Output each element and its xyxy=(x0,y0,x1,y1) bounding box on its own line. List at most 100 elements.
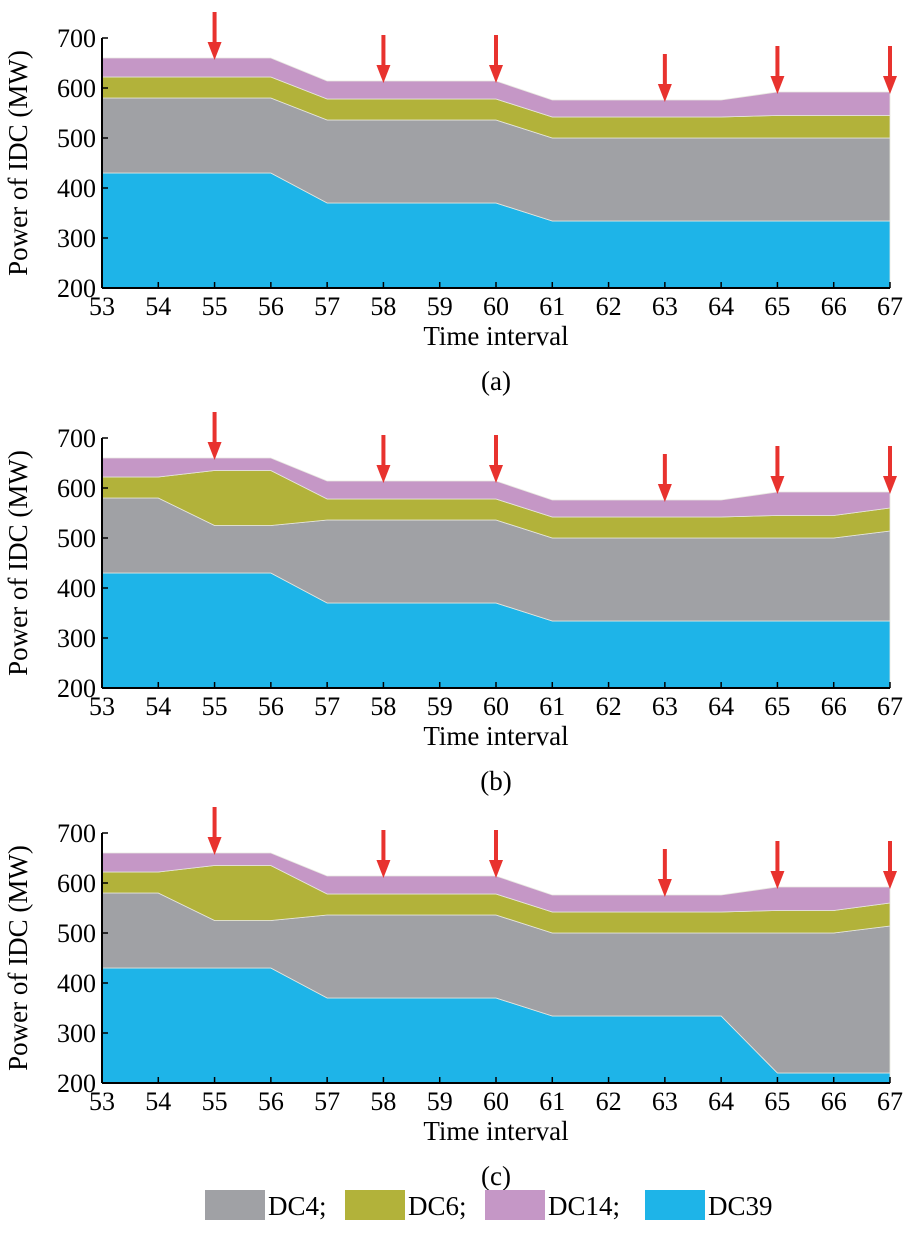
red-arrow-icon xyxy=(770,46,785,94)
arrow-head xyxy=(770,871,785,889)
x-tick-label: 57 xyxy=(314,292,340,321)
x-tick-label: 53 xyxy=(89,1087,115,1116)
x-tick-label: 57 xyxy=(314,692,340,721)
y-axis-title: Power of IDC (MW) xyxy=(3,50,33,276)
x-tick-label: 67 xyxy=(877,292,903,321)
arrow-head xyxy=(657,484,672,502)
subplot-caption: (b) xyxy=(480,766,511,796)
legend-label: DC6; xyxy=(408,1191,467,1221)
x-tick-label: 58 xyxy=(370,692,396,721)
arrow-head xyxy=(376,860,391,878)
y-tick-label: 200 xyxy=(57,274,96,303)
x-tick-label: 59 xyxy=(427,1087,453,1116)
y-tick-label: 600 xyxy=(57,869,96,898)
red-arrow-icon xyxy=(376,35,391,83)
red-arrow-icon xyxy=(376,435,391,483)
x-tick-label: 63 xyxy=(652,692,678,721)
y-tick-label: 300 xyxy=(57,224,96,253)
x-tick-label: 55 xyxy=(202,292,228,321)
x-tick-label: 54 xyxy=(145,692,171,721)
red-arrow-icon xyxy=(489,830,503,878)
y-tick-label: 600 xyxy=(57,74,96,103)
red-arrow-icon xyxy=(207,12,222,60)
arrow-head xyxy=(657,84,672,102)
subplot-a: 200 300 400 500 600 700 53 54 55 56 57 58 59 60 61 62 63… xyxy=(3,12,903,396)
x-tick-label: 59 xyxy=(427,692,453,721)
legend-swatch xyxy=(345,1190,405,1220)
legend-item-dc4: DC4; xyxy=(205,1190,327,1221)
x-tick-label: 61 xyxy=(539,692,565,721)
y-tick-label: 300 xyxy=(57,1019,96,1048)
x-tick-label: 57 xyxy=(314,1087,340,1116)
x-tick-label: 62 xyxy=(596,1087,622,1116)
arrow-head xyxy=(207,837,222,855)
y-axis-title: Power of IDC (MW) xyxy=(3,450,33,676)
arrow-head xyxy=(489,860,503,878)
x-tick-label: 63 xyxy=(652,1087,678,1116)
x-tick-label: 53 xyxy=(89,692,115,721)
x-tick-label: 64 xyxy=(708,292,734,321)
x-tick-label: 65 xyxy=(764,1087,790,1116)
x-tick-label: 65 xyxy=(764,292,790,321)
x-tick-label: 66 xyxy=(821,292,847,321)
arrow-head xyxy=(207,42,222,60)
subplot-caption: (a) xyxy=(481,366,511,396)
x-tick-label: 55 xyxy=(202,692,228,721)
x-tick-label: 63 xyxy=(652,292,678,321)
legend-item-dc6: DC6; xyxy=(345,1190,467,1221)
x-tick-label: 66 xyxy=(821,1087,847,1116)
red-arrow-icon xyxy=(657,54,672,102)
y-tick-label: 700 xyxy=(57,424,96,453)
x-axis-title: Time interval xyxy=(423,1116,568,1146)
red-arrow-icon xyxy=(883,841,897,889)
arrow-head xyxy=(770,76,785,94)
x-tick-label: 64 xyxy=(708,692,734,721)
x-tick-label: 61 xyxy=(539,292,565,321)
x-tick-label: 56 xyxy=(258,1087,284,1116)
x-tick-label: 62 xyxy=(596,692,622,721)
legend-swatch xyxy=(645,1190,705,1220)
arrow-head xyxy=(657,879,672,897)
x-tick-label: 60 xyxy=(483,692,509,721)
red-arrow-icon xyxy=(207,807,222,855)
y-tick-label: 400 xyxy=(57,174,96,203)
y-tick-label: 500 xyxy=(57,524,96,553)
y-axis-title: Power of IDC (MW) xyxy=(3,845,33,1071)
x-tick-label: 58 xyxy=(370,292,396,321)
x-tick-label: 54 xyxy=(145,1087,171,1116)
x-tick-label: 60 xyxy=(483,292,509,321)
red-arrow-icon xyxy=(770,446,785,494)
red-arrow-icon xyxy=(883,446,897,494)
legend: DC4; DC6; DC14; DC39 xyxy=(205,1190,773,1221)
arrow-head xyxy=(883,476,897,494)
red-arrow-icon xyxy=(489,435,503,483)
x-tick-label: 66 xyxy=(821,692,847,721)
y-tick-label: 200 xyxy=(57,674,96,703)
y-tick-label: 400 xyxy=(57,574,96,603)
red-arrow-icon xyxy=(657,454,672,502)
x-tick-label: 60 xyxy=(483,1087,509,1116)
legend-item-dc39: DC39 xyxy=(645,1190,773,1221)
red-arrow-icon xyxy=(207,412,222,460)
red-arrow-icon xyxy=(883,46,897,94)
legend-label: DC4; xyxy=(268,1191,327,1221)
red-arrow-icon xyxy=(657,849,672,897)
arrow-head xyxy=(489,65,503,83)
y-tick-label: 500 xyxy=(57,124,96,153)
y-tick-label: 500 xyxy=(57,919,96,948)
arrow-head xyxy=(207,442,222,460)
x-tick-label: 64 xyxy=(708,1087,734,1116)
x-axis-title: Time interval xyxy=(423,721,568,751)
red-arrow-icon xyxy=(489,35,503,83)
arrow-head xyxy=(883,871,897,889)
x-tick-label: 58 xyxy=(370,1087,396,1116)
red-arrow-icon xyxy=(376,830,391,878)
x-tick-label: 56 xyxy=(258,292,284,321)
subplot-caption: (c) xyxy=(481,1161,511,1191)
arrow-head xyxy=(376,65,391,83)
y-tick-label: 700 xyxy=(57,819,96,848)
legend-swatch xyxy=(485,1190,545,1220)
y-tick-label: 600 xyxy=(57,474,96,503)
arrow-head xyxy=(883,76,897,94)
